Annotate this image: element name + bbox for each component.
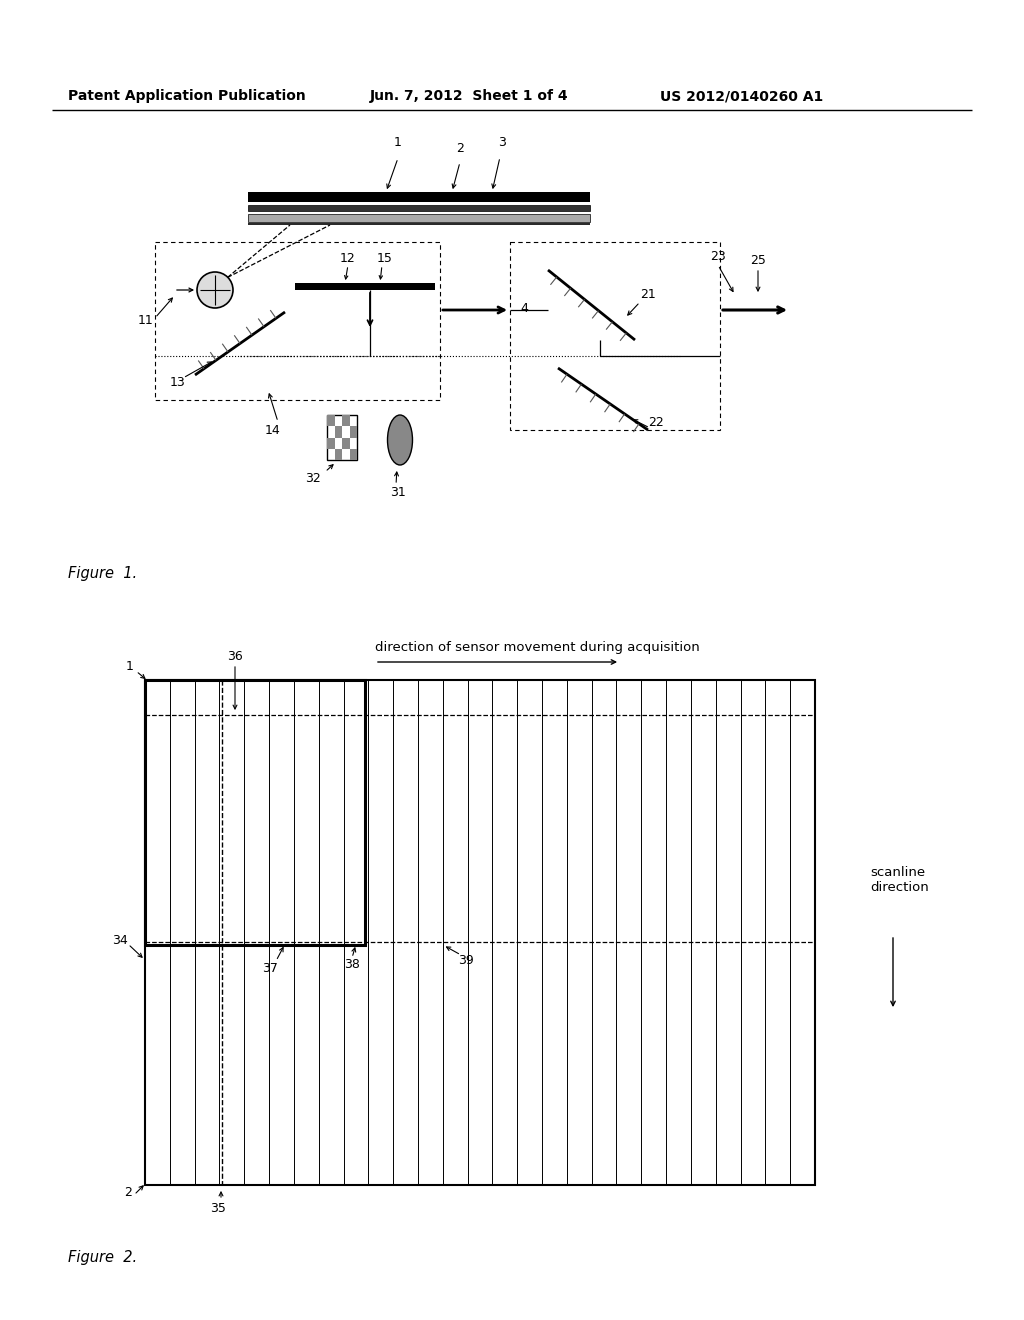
Bar	[295, 282, 435, 290]
Text: 39: 39	[458, 953, 474, 966]
Text: 2: 2	[456, 141, 464, 154]
Bar	[155, 242, 440, 400]
Text: Patent Application Publication: Patent Application Publication	[68, 88, 306, 103]
Bar	[248, 214, 590, 222]
Text: scanline
direction: scanline direction	[870, 866, 929, 894]
Text: 11: 11	[138, 314, 154, 326]
Circle shape	[197, 272, 233, 308]
Text: 36: 36	[227, 649, 243, 663]
Text: Figure  1.: Figure 1.	[68, 566, 137, 581]
Text: direction of sensor movement during acquisition: direction of sensor movement during acqu…	[375, 642, 699, 655]
Text: 4: 4	[520, 301, 528, 314]
Text: 34: 34	[112, 933, 128, 946]
Bar	[335, 426, 342, 437]
Text: US 2012/0140260 A1: US 2012/0140260 A1	[660, 88, 823, 103]
Text: 32: 32	[305, 471, 321, 484]
Text: 2: 2	[124, 1187, 132, 1200]
Text: 21: 21	[640, 289, 655, 301]
Text: 38: 38	[344, 957, 360, 970]
Text: 35: 35	[210, 1201, 226, 1214]
Bar	[342, 414, 349, 426]
Bar	[510, 242, 720, 430]
Bar	[327, 414, 357, 459]
Bar	[349, 426, 357, 437]
Bar	[248, 205, 590, 211]
Text: 14: 14	[265, 424, 281, 437]
Text: Figure  2.: Figure 2.	[68, 1250, 137, 1265]
Bar	[327, 437, 335, 449]
Text: 15: 15	[377, 252, 393, 264]
Text: 13: 13	[170, 375, 185, 388]
Text: 37: 37	[262, 961, 278, 974]
Text: 12: 12	[340, 252, 356, 264]
Bar	[327, 414, 335, 426]
Text: 3: 3	[498, 136, 506, 149]
Text: 23: 23	[710, 249, 726, 263]
Bar	[248, 191, 590, 202]
Bar	[335, 449, 342, 459]
Ellipse shape	[387, 414, 413, 465]
Text: 1: 1	[394, 136, 402, 149]
Text: 1: 1	[126, 660, 134, 673]
Text: 31: 31	[390, 486, 406, 499]
Bar	[342, 437, 349, 449]
Text: 25: 25	[750, 253, 766, 267]
Bar	[349, 449, 357, 459]
Bar	[145, 680, 365, 945]
Bar	[145, 680, 815, 1185]
Text: Jun. 7, 2012  Sheet 1 of 4: Jun. 7, 2012 Sheet 1 of 4	[370, 88, 568, 103]
Text: 22: 22	[648, 416, 664, 429]
